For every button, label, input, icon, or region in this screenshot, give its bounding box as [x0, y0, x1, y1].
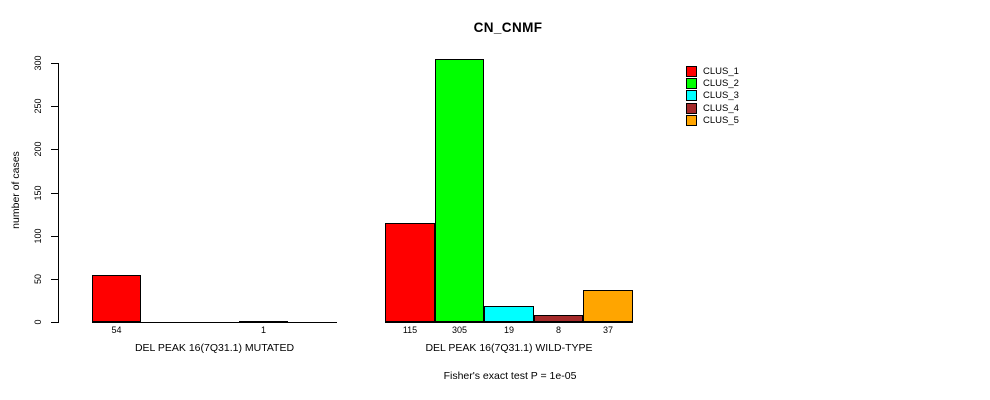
bar-value-label: 19 — [503, 325, 514, 335]
bar-clus_4 — [534, 315, 583, 322]
bar-value-label: 37 — [602, 325, 613, 335]
y-axis-tick — [51, 63, 58, 64]
bar-clus_3 — [484, 306, 534, 322]
y-axis-tick — [51, 322, 58, 323]
y-axis-tick — [51, 193, 58, 194]
y-axis-tick — [51, 149, 58, 150]
bar-value-label: 305 — [451, 325, 468, 335]
legend-swatch-clus_1 — [686, 66, 697, 77]
bar-clus_1 — [92, 275, 141, 322]
bar-value-label: 8 — [555, 325, 561, 335]
legend-label-clus_5: CLUS_5 — [703, 115, 739, 126]
x-axis-group-label: DEL PEAK 16(7Q31.1) WILD-TYPE — [425, 342, 593, 354]
legend-swatch-clus_2 — [686, 78, 697, 89]
bar-value-label: 54 — [111, 325, 122, 335]
chart-title: CN_CNMF — [473, 20, 543, 35]
fisher-test-annotation: Fisher's exact test P = 1e-05 — [443, 370, 577, 382]
bar-clus_4 — [239, 321, 288, 323]
legend-label-clus_4: CLUS_4 — [703, 103, 739, 114]
bar-value-label: 115 — [402, 325, 418, 335]
bar-clus_2 — [435, 59, 484, 322]
x-axis-line — [92, 322, 337, 323]
legend-swatch-clus_3 — [686, 90, 697, 101]
bar-value-label: 1 — [260, 325, 266, 335]
bar-clus_1 — [385, 223, 435, 322]
legend-label-clus_1: CLUS_1 — [703, 66, 739, 77]
legend-label-clus_3: CLUS_3 — [703, 90, 739, 101]
legend-swatch-clus_5 — [686, 115, 697, 126]
y-axis-line — [58, 63, 59, 323]
legend-label-clus_2: CLUS_2 — [703, 78, 739, 89]
x-axis-line — [385, 322, 633, 323]
y-axis-tick — [51, 236, 58, 237]
x-axis-group-label: DEL PEAK 16(7Q31.1) MUTATED — [134, 342, 295, 354]
y-axis-tick — [51, 106, 58, 107]
y-axis-tick — [51, 279, 58, 280]
bar-clus_5 — [583, 290, 633, 322]
legend-swatch-clus_4 — [686, 103, 697, 114]
